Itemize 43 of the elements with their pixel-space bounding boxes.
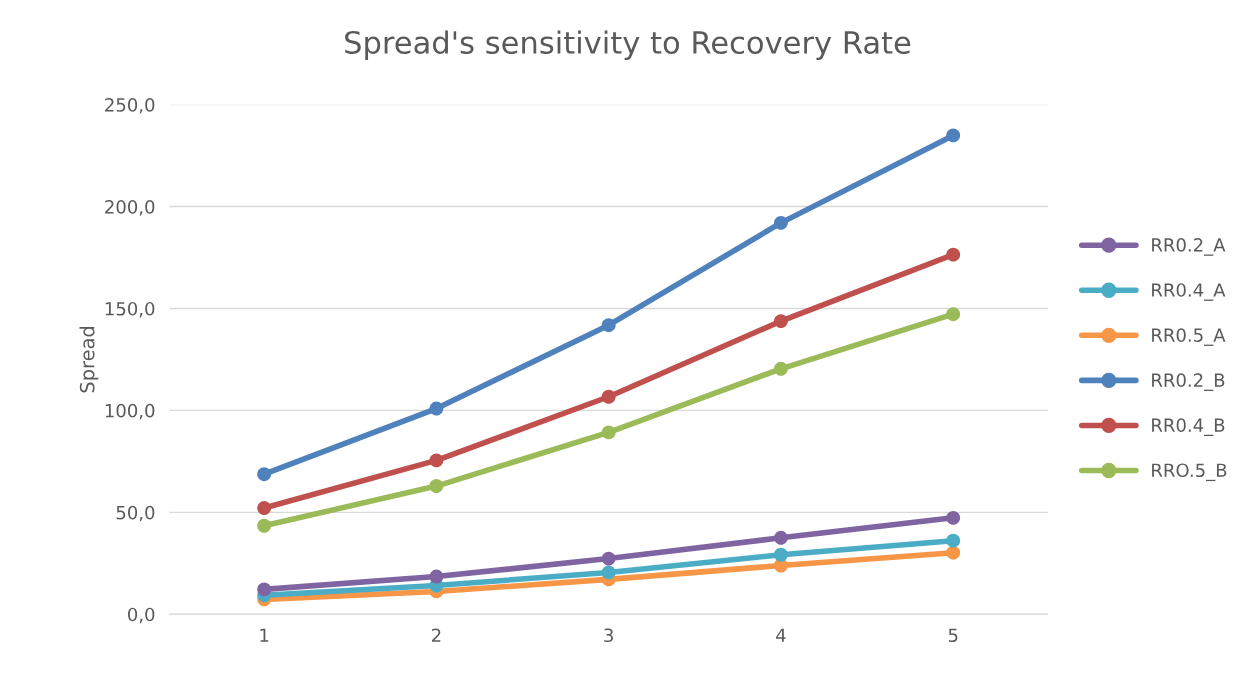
point	[601, 318, 616, 333]
x-tick-label: 3	[604, 628, 613, 643]
point	[773, 215, 788, 230]
legend-label: RRO.5_B	[1152, 463, 1227, 482]
y-tick-label: 200,0	[105, 200, 155, 216]
point	[946, 247, 961, 262]
point	[429, 569, 444, 584]
point	[429, 401, 444, 416]
point	[773, 361, 788, 376]
legend-label: RR0.2_B	[1152, 373, 1225, 391]
point	[429, 453, 444, 468]
point	[946, 533, 961, 548]
y-axis-title: Spread	[79, 326, 99, 393]
point	[257, 501, 272, 515]
legend-label: RR0.4_A	[1152, 283, 1226, 301]
y-tick-label: 50,0	[116, 505, 155, 522]
point	[601, 565, 616, 580]
point	[601, 389, 616, 404]
point	[946, 128, 961, 143]
point	[601, 425, 616, 440]
point	[257, 582, 272, 597]
x-tick-label: 4	[776, 628, 786, 642]
point	[257, 467, 272, 482]
chart-title: Spread's sensitivity to Recovery Rate	[345, 30, 911, 60]
point	[773, 314, 788, 329]
legend-label: RR0.4_B	[1152, 418, 1225, 437]
y-tick-label: 250,0	[105, 98, 155, 114]
x-tick-label: 5	[948, 628, 958, 643]
x-tick-label: 1	[260, 628, 269, 642]
point	[429, 479, 444, 493]
point	[773, 547, 788, 562]
point	[946, 545, 961, 560]
x-tick-label: 2	[432, 628, 441, 642]
y-tick-label: 0,0	[128, 607, 155, 624]
point	[773, 530, 788, 545]
point	[946, 510, 961, 525]
y-tick-label: 100,0	[105, 403, 155, 420]
point	[946, 307, 961, 322]
y-tick-label: 150,0	[105, 301, 155, 318]
point	[601, 551, 616, 566]
legend-label: RR0.5_A	[1152, 328, 1226, 346]
legend-label: RR0.2_A	[1152, 238, 1226, 256]
point	[257, 518, 272, 533]
